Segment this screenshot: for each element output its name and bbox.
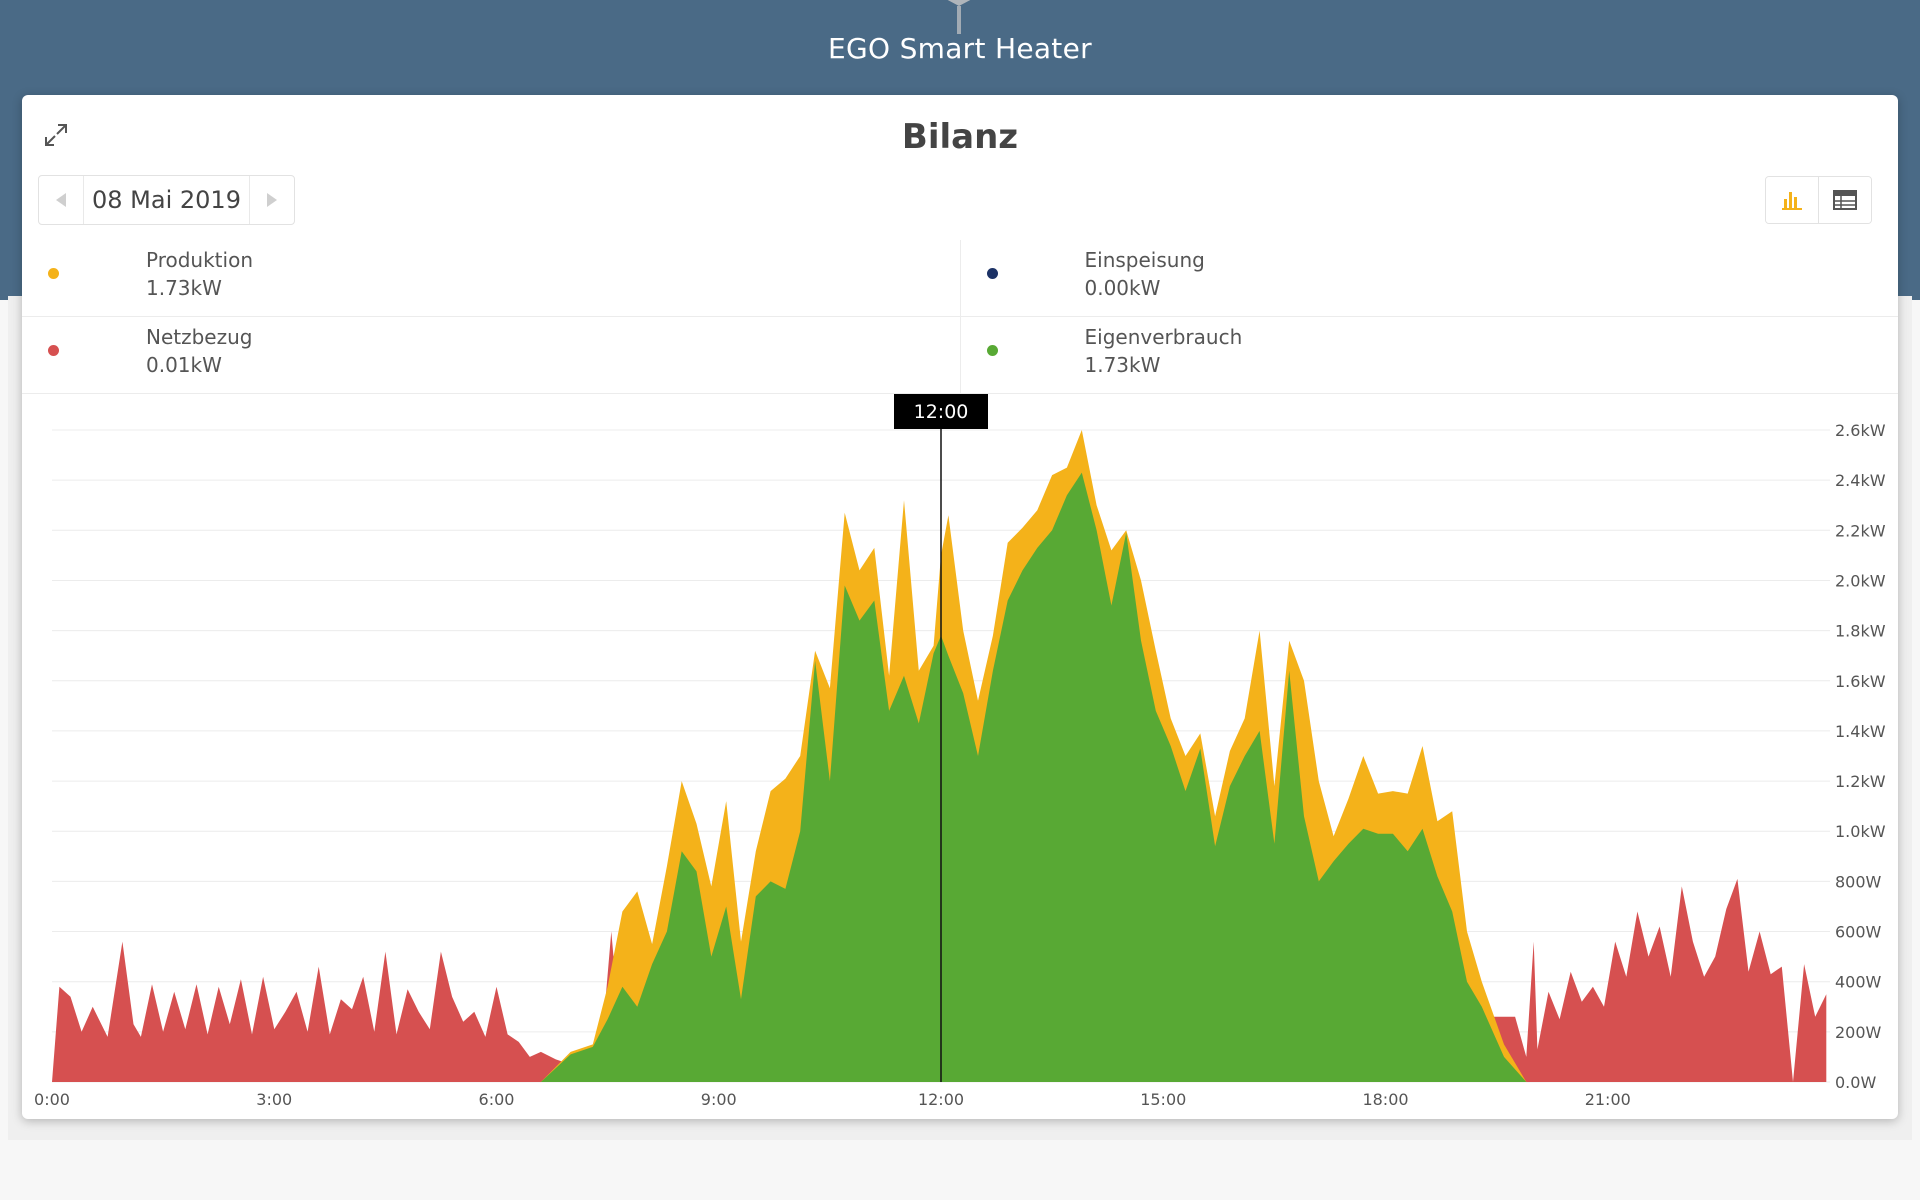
prev-day-button[interactable]	[39, 176, 83, 224]
cursor-time-label: 12:00	[914, 401, 969, 423]
legend-value: 1.73kW	[146, 276, 222, 300]
legend-item-netzbezug[interactable]: Netzbezug 0.01kW	[22, 317, 960, 393]
y-tick-label: 1.0kW	[1835, 822, 1886, 841]
legend-dot	[986, 345, 998, 356]
chart-view-button[interactable]	[1766, 177, 1818, 223]
legend: Produktion 1.73kW Einspeisung 0.00kW Net…	[22, 240, 1898, 394]
x-tick-label: 18:00	[1362, 1090, 1408, 1109]
card-title: Bilanz	[901, 117, 1019, 157]
x-tick-label: 9:00	[701, 1090, 737, 1109]
bar-chart-icon	[1782, 192, 1802, 210]
app-title: EGO Smart Heater	[828, 32, 1092, 65]
y-tick-label: 800W	[1835, 872, 1882, 891]
eigenverbrauch-area	[540, 472, 1527, 1083]
legend-value: 1.73kW	[1084, 353, 1161, 377]
x-tick-label: 21:00	[1585, 1090, 1631, 1109]
next-day-button[interactable]	[250, 176, 294, 224]
legend-name: Eigenverbrauch	[1084, 325, 1243, 349]
y-tick-label: 0.0W	[1835, 1073, 1876, 1092]
chevron-right-icon	[266, 193, 277, 207]
legend-dot	[48, 345, 59, 356]
y-tick-label: 200W	[1835, 1023, 1882, 1042]
y-tick-label: 1.2kW	[1835, 772, 1886, 791]
y-tick-label: 600W	[1835, 923, 1882, 942]
cursor-tooltip	[894, 394, 988, 429]
logo-icon	[947, 0, 971, 34]
y-tick-label: 2.6kW	[1835, 421, 1886, 440]
x-tick-label: 6:00	[479, 1090, 515, 1109]
legend-dot	[48, 268, 59, 279]
view-toggle	[1765, 176, 1872, 224]
legend-item-produktion[interactable]: Produktion 1.73kW	[22, 240, 960, 316]
date-navigator: 08 Mai 2019	[38, 175, 295, 225]
legend-dot	[986, 268, 998, 279]
table-view-button[interactable]	[1818, 177, 1871, 223]
y-tick-label: 1.6kW	[1835, 672, 1886, 691]
legend-item-eigenverbrauch[interactable]: Eigenverbrauch 1.73kW	[959, 317, 1899, 393]
legend-name: Einspeisung	[1084, 248, 1205, 272]
x-tick-label: 12:00	[918, 1090, 964, 1109]
balance-card: Bilanz 08 Mai 2019	[22, 95, 1898, 1119]
legend-value: 0.00kW	[1084, 276, 1161, 300]
expand-icon[interactable]	[42, 121, 70, 149]
legend-name: Produktion	[146, 248, 253, 272]
legend-row: Produktion 1.73kW Einspeisung 0.00kW	[22, 240, 1898, 317]
y-tick-label: 2.4kW	[1835, 471, 1886, 490]
legend-row: Netzbezug 0.01kW Eigenverbrauch 1.73kW	[22, 317, 1898, 394]
x-tick-label: 3:00	[256, 1090, 292, 1109]
chevron-left-icon	[56, 193, 66, 207]
legend-value: 0.01kW	[146, 353, 222, 377]
date-label[interactable]: 08 Mai 2019	[83, 176, 250, 224]
y-tick-label: 2.0kW	[1835, 571, 1886, 590]
table-icon	[1833, 190, 1857, 210]
legend-name: Netzbezug	[146, 325, 253, 349]
y-tick-label: 400W	[1835, 973, 1882, 992]
legend-item-einspeisung[interactable]: Einspeisung 0.00kW	[959, 240, 1899, 316]
x-tick-label: 15:00	[1140, 1090, 1186, 1109]
balance-chart[interactable]: 0.0W 200W 400W 600W 800W 1.0kW 1.2kW 1.4kW 1.6kW…	[22, 95, 1898, 1119]
y-tick-label: 1.4kW	[1835, 722, 1886, 741]
y-tick-label: 1.8kW	[1835, 622, 1886, 641]
x-tick-label: 0:00	[34, 1090, 70, 1109]
y-tick-label: 2.2kW	[1835, 521, 1886, 540]
